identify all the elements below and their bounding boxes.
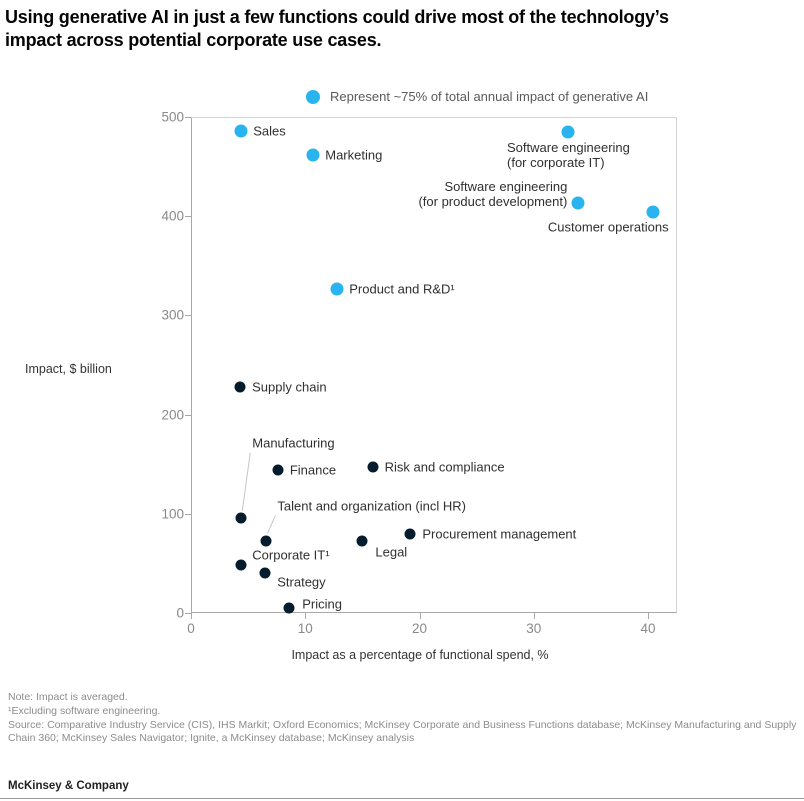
x-tick-label: 10 [297, 621, 313, 636]
point-dot-strategy [259, 567, 271, 579]
point-dot-risk-and-compliance [367, 461, 379, 473]
page-title-line-1: Using generative AI in just a few functi… [5, 7, 669, 27]
point-label-risk-and-compliance: Risk and compliance [384, 459, 505, 475]
source-line: Source: Comparative Industry Service (CI… [8, 718, 797, 745]
x-tick-label: 0 [187, 621, 195, 636]
x-tick-label: 40 [640, 621, 656, 636]
point-label-corporate-it: Corporate IT¹ [252, 547, 330, 563]
point-dot-procurement-management [404, 528, 416, 540]
point-label-legal: Legal [375, 544, 408, 560]
point-dot-product-and-r-d [330, 282, 344, 296]
point-dot-pricing [283, 602, 295, 614]
y-tick-mark [185, 315, 191, 317]
brand-footer: McKinsey & Company [8, 780, 129, 792]
point-label-pricing: Pricing [302, 596, 342, 612]
y-tick-mark [185, 117, 191, 118]
point-label-talent-and-organization-incl-hr: Talent and organization (incl HR) [277, 498, 466, 514]
point-label-finance: Finance [289, 462, 337, 478]
point-dot-supply-chain [234, 381, 246, 393]
y-tick-label: 0 [176, 605, 184, 621]
point-label-sales: Sales [253, 123, 286, 139]
point-label-customer-operations: Customer operations [547, 219, 669, 235]
y-tick-label: 300 [161, 307, 184, 323]
point-label-procurement-management: Procurement management [422, 526, 577, 542]
point-dot-software-engineering-for-corporate-it [561, 125, 575, 139]
y-tick-label: 100 [161, 506, 184, 522]
y-axis-title: Impact, $ billion [25, 362, 112, 376]
point-label-manufacturing: Manufacturing [252, 435, 335, 451]
point-dot-corporate-it [235, 559, 247, 571]
point-label-strategy: Strategy [277, 574, 326, 590]
y-tick-label: 400 [161, 208, 184, 224]
note-line: Note: Impact is averaged. [8, 691, 128, 703]
footnote-line: ¹Excluding software engineering. [8, 704, 161, 717]
x-tick-label: 30 [526, 621, 542, 636]
point-dot-sales [234, 124, 248, 138]
x-tick-label: 20 [411, 621, 428, 636]
x-tick-mark [191, 613, 192, 619]
x-axis-title: Impact as a percentage of functional spe… [291, 648, 549, 662]
point-label-software-engineering-for-product-development: Software engineering (for product develop… [418, 179, 568, 210]
y-tick-mark [185, 216, 191, 218]
y-tick-mark [185, 414, 191, 416]
point-dot-software-engineering-for-product-development [571, 196, 585, 210]
point-dot-customer-operations [646, 205, 660, 219]
y-tick-label: 500 [161, 109, 184, 125]
plot-area [191, 117, 677, 613]
y-tick-label: 200 [161, 407, 184, 423]
point-dot-talent-and-organization-incl-hr [260, 535, 272, 547]
y-tick-mark [185, 513, 191, 515]
x-tick-mark [648, 613, 649, 619]
x-tick-mark [419, 613, 421, 619]
point-dot-legal [356, 535, 368, 547]
point-dot-marketing [306, 148, 320, 162]
point-dot-finance [272, 464, 284, 476]
point-dot-manufacturing [235, 512, 247, 524]
point-label-product-and-r-d: Product and R&D¹ [349, 281, 455, 297]
x-tick-mark [305, 613, 307, 619]
point-label-software-engineering-for-corporate-it: Software engineering (for corporate IT) [507, 139, 630, 170]
point-label-supply-chain: Supply chain [252, 379, 327, 395]
page-title: Using generative AI in just a few functi… [5, 6, 669, 52]
footnotes-block: Note: Impact is averaged. ¹Excluding sof… [8, 691, 800, 746]
chart-legend: Represent ~75% of total annual impact of… [306, 89, 648, 104]
legend-dot-icon [306, 89, 320, 104]
page-title-line-2: impact across potential corporate use ca… [5, 30, 382, 50]
point-label-marketing: Marketing [325, 147, 383, 163]
legend-label: Represent ~75% of total annual impact of… [330, 89, 649, 104]
bottom-divider [0, 798, 804, 799]
y-tick-mark [185, 613, 191, 614]
x-tick-mark [533, 613, 535, 619]
